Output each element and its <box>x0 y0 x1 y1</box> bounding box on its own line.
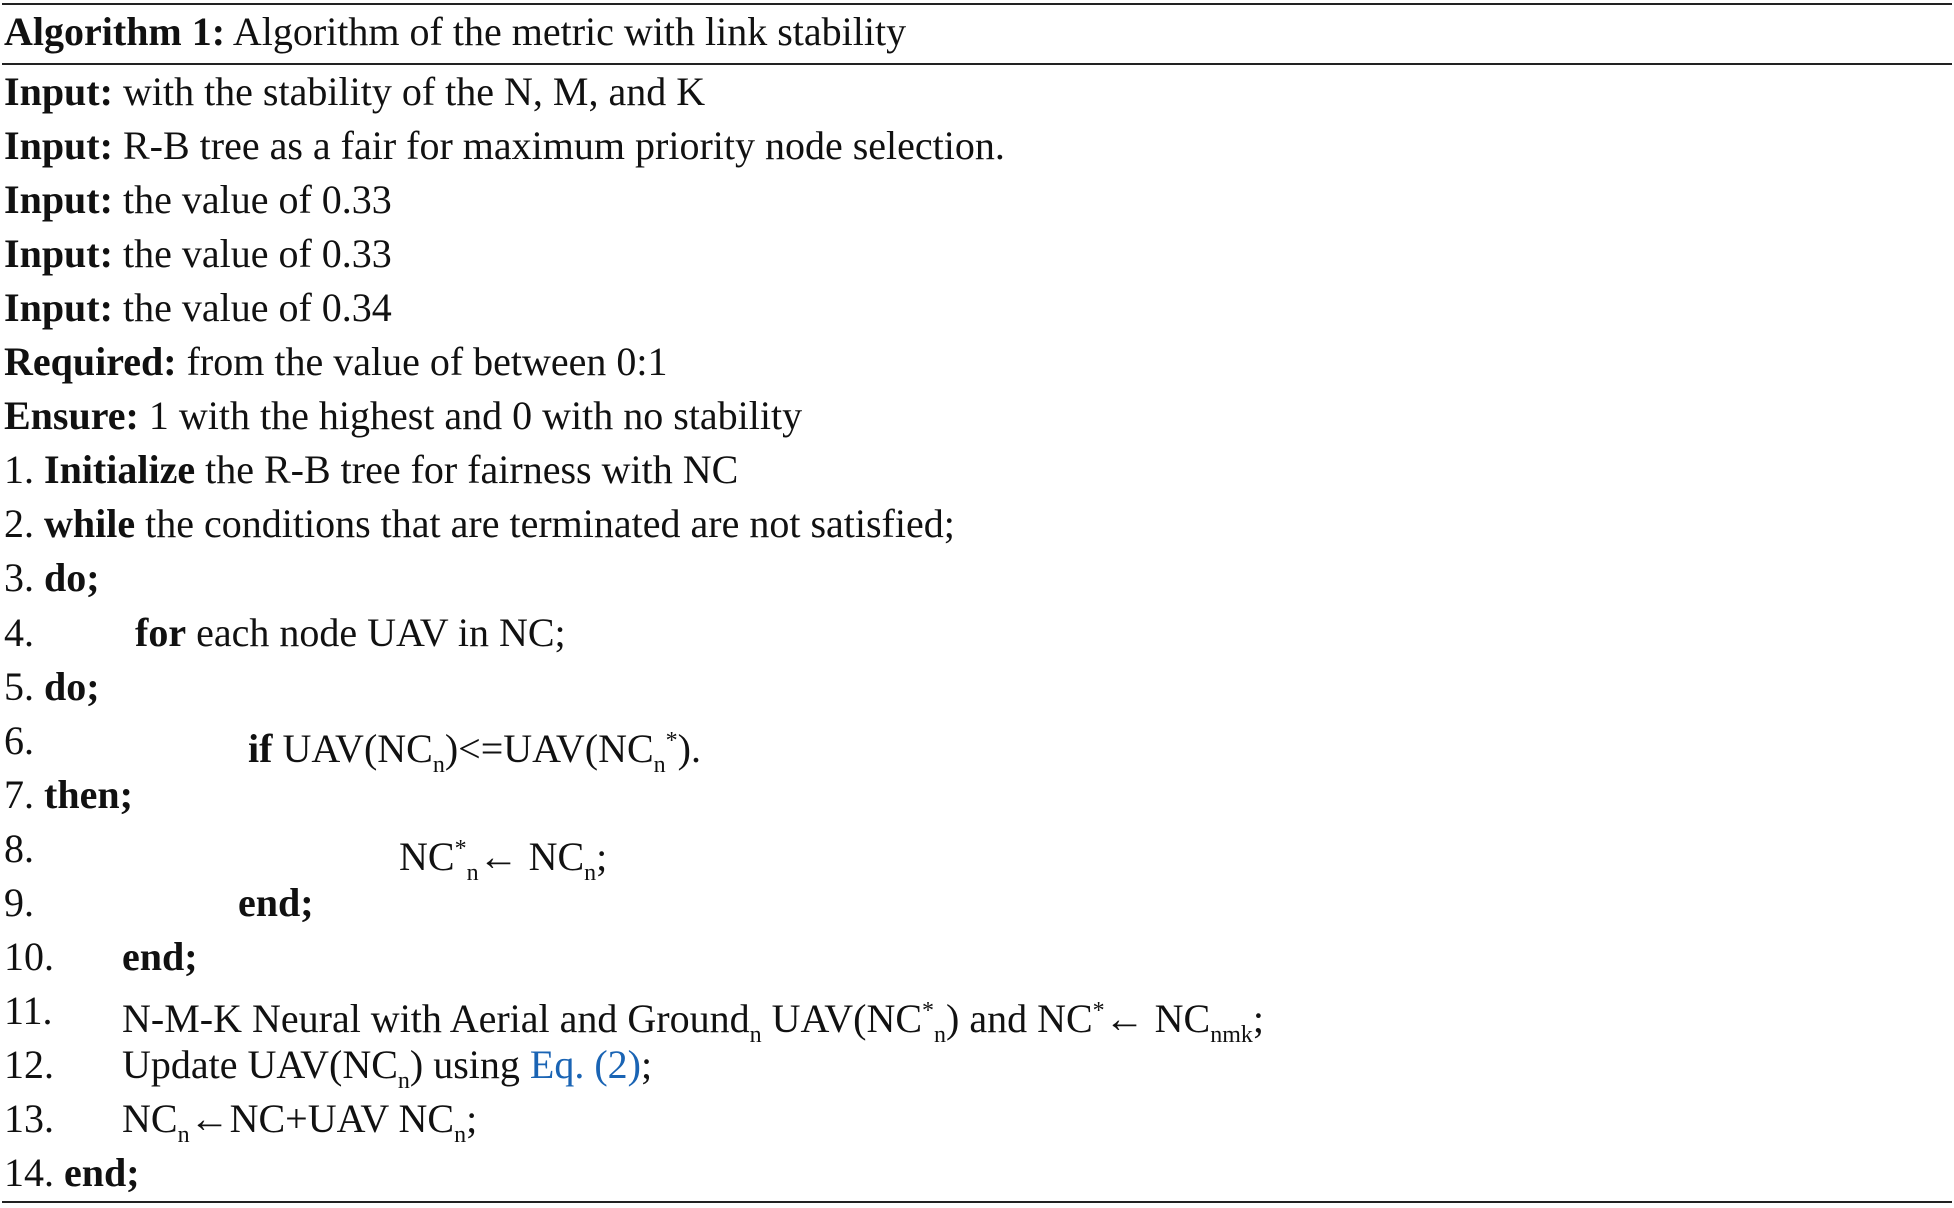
caption-rule <box>2 63 1952 65</box>
line-number: 3. <box>4 555 44 601</box>
keyword: Required: <box>4 339 177 385</box>
line-text: ). <box>677 725 701 771</box>
line-number: 4. <box>4 609 34 655</box>
keyword: for <box>135 609 187 655</box>
superscript: * <box>665 727 678 754</box>
superscript: * <box>922 997 935 1024</box>
top-rule <box>2 3 1952 5</box>
algorithm-caption: Algorithm 1: Algorithm of the metric wit… <box>4 4 906 60</box>
line-number: 6. <box>4 717 34 763</box>
superscript: * <box>454 835 467 862</box>
line-text: ← NC <box>1104 995 1211 1041</box>
line-text: ←NC+UAV NC <box>189 1095 455 1141</box>
subscript: n <box>432 751 445 778</box>
subscript: n <box>749 1021 762 1048</box>
keyword: if <box>248 725 273 771</box>
line-text: N-M-K Neural with Aerial and Ground <box>122 995 750 1041</box>
line-text: from the value of between 0:1 <box>176 339 668 385</box>
keyword: while <box>44 501 136 547</box>
keyword: Initialize <box>44 447 196 493</box>
line-text: R-B tree as a fair for maximum priority … <box>112 123 1005 169</box>
line-text: with the stability of the N, M, and K <box>112 69 706 114</box>
line-number: 13. <box>4 1095 54 1141</box>
line-text: Update UAV(NC <box>122 1041 398 1087</box>
keyword: Input: <box>4 177 113 223</box>
subscript: n <box>934 1021 947 1048</box>
line-text: NC <box>399 833 455 879</box>
superscript: * <box>1092 997 1105 1024</box>
keyword: do; <box>44 555 100 601</box>
line-text: ; <box>1252 995 1265 1041</box>
line-number: 11. <box>4 987 53 1033</box>
subscript: n <box>466 859 479 886</box>
keyword: Input: <box>4 123 113 169</box>
bottom-rule <box>2 1201 1952 1203</box>
caption-text: Algorithm of the metric with link stabil… <box>225 9 907 54</box>
line-number: 12. <box>4 1041 54 1087</box>
keyword: end; <box>238 879 314 925</box>
keyword: end; <box>122 933 198 979</box>
line-number: 2. <box>4 501 44 547</box>
subscript: nmk <box>1210 1021 1253 1048</box>
line-text: ; <box>466 1095 478 1141</box>
keyword: Input: <box>4 285 113 331</box>
keyword: Input: <box>4 69 113 114</box>
line-text: )<=UAV(NC <box>444 725 654 771</box>
line-text: 1 with the highest and 0 with no stabili… <box>138 393 803 439</box>
keyword: end; <box>64 1150 140 1195</box>
keyword: Ensure: <box>4 393 139 439</box>
line-text: the value of 0.33 <box>112 231 392 277</box>
line-text: ) and NC <box>946 995 1093 1041</box>
line-number: 9. <box>4 879 34 925</box>
line-text: ; <box>596 833 608 879</box>
line-text: NC <box>122 1095 178 1141</box>
line-text: each node UAV in NC; <box>186 609 566 655</box>
line-text: ; <box>640 1041 653 1087</box>
line-text: the value of 0.33 <box>112 177 392 223</box>
line-number: 5. <box>4 663 44 709</box>
equation-link[interactable]: Eq. (2) <box>529 1041 641 1087</box>
line-number: 14. <box>4 1150 64 1195</box>
line-number: 1. <box>4 447 44 493</box>
subscript: n <box>397 1067 410 1094</box>
caption-label: Algorithm 1: <box>4 9 226 54</box>
subscript: n <box>584 859 597 886</box>
line-text: the R-B tree for fairness with NC <box>195 447 739 493</box>
line-text: the conditions that are terminated are n… <box>135 501 955 547</box>
subscript: n <box>177 1121 190 1148</box>
line-number: 7. <box>4 771 44 817</box>
line-text: UAV(NC <box>272 725 433 771</box>
line-text: the value of 0.34 <box>112 285 392 331</box>
subscript: n <box>653 751 666 778</box>
subscript: n <box>454 1121 467 1148</box>
keyword: then; <box>44 771 133 817</box>
keyword: do; <box>44 663 100 709</box>
line-number: 10. <box>4 933 54 979</box>
line-text: ) using <box>409 1041 530 1087</box>
line-number: 8. <box>4 825 34 871</box>
keyword: Input: <box>4 231 113 277</box>
line-text: UAV(NC <box>761 995 923 1041</box>
line-text: ← NC <box>478 833 585 879</box>
